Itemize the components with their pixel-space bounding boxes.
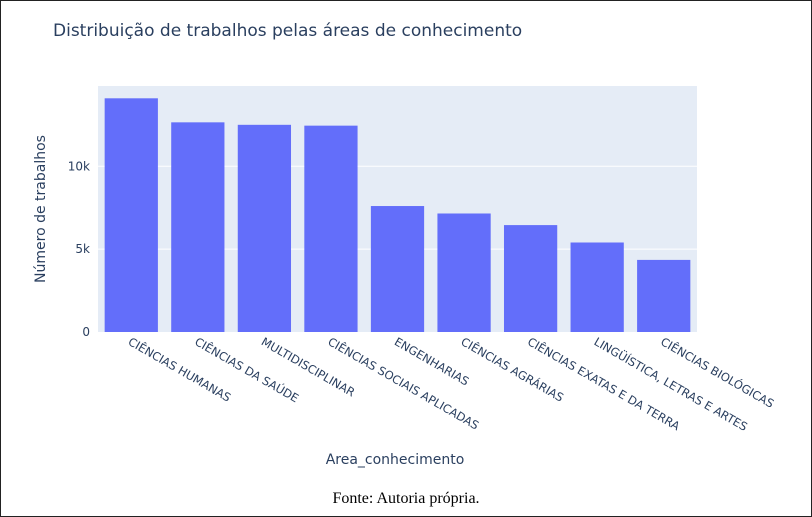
figure-caption: Fonte: Autoria própria. (332, 490, 480, 507)
x-axis-title: Area_conhecimento (326, 452, 465, 468)
bar (237, 124, 292, 332)
bar (503, 225, 558, 332)
x-tick-label: CIÊNCIAS BIOLÓGICAS (658, 334, 777, 411)
y-tick-label: 5k (75, 242, 90, 256)
chart-title: Distribuição de trabalhos pelas áreas de… (53, 21, 522, 41)
bar (304, 125, 358, 332)
y-tick-label: 0 (82, 325, 90, 339)
y-axis-title: Número de trabalhos (33, 135, 49, 283)
bar (637, 259, 691, 332)
bar (171, 122, 225, 333)
y-tick-label: 10k (68, 159, 90, 173)
y-axis-ticks: 0 5k 10k (68, 159, 90, 339)
bars (104, 98, 691, 333)
x-tick-label: CIÊNCIAS DA SAÚDE (192, 334, 301, 406)
bar (437, 213, 491, 332)
bar (104, 98, 158, 332)
bar (570, 242, 624, 332)
bar (370, 206, 425, 332)
